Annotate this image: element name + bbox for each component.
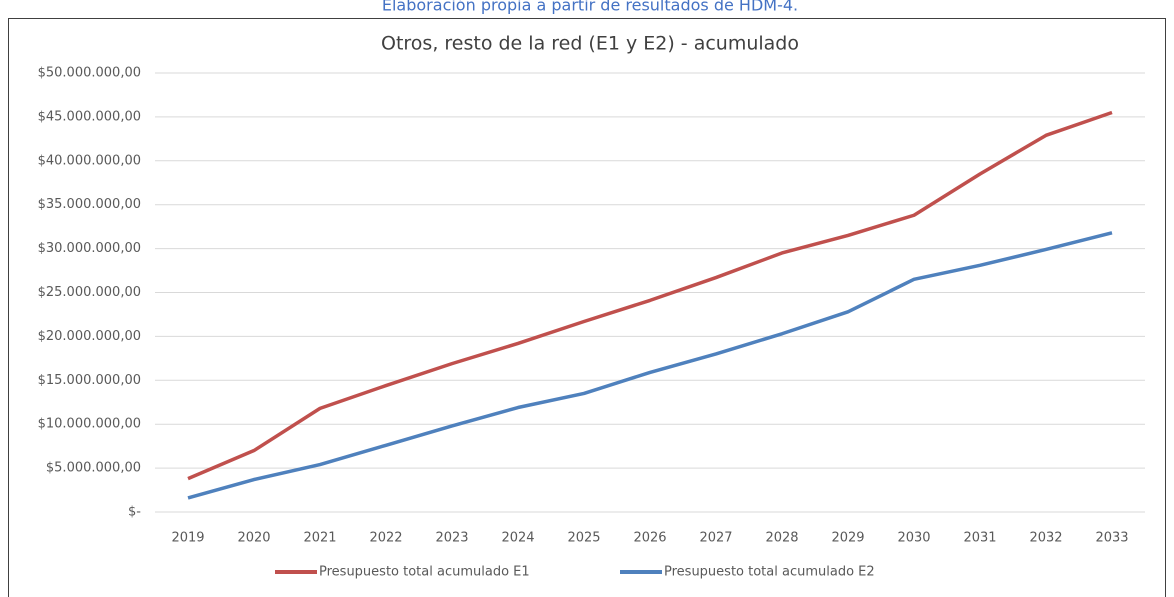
chart-title: Otros, resto de la red (E1 y E2) - acumu… <box>381 33 799 55</box>
x-tick-label: 2032 <box>1029 531 1062 546</box>
y-tick-label: $15.000.000,00 <box>38 373 141 388</box>
y-tick-label: $5.000.000,00 <box>46 461 141 476</box>
x-tick-label: 2031 <box>963 531 996 546</box>
x-tick-label: 2030 <box>897 531 930 546</box>
x-tick-label: 2025 <box>567 531 600 546</box>
x-tick-label: 2020 <box>237 531 270 546</box>
x-tick-label: 2021 <box>303 531 336 546</box>
y-tick-label: $35.000.000,00 <box>38 197 141 212</box>
y-tick-label: $20.000.000,00 <box>38 329 141 344</box>
legend-label: Presupuesto total acumulado E2 <box>664 565 875 580</box>
x-tick-label: 2019 <box>171 531 204 546</box>
x-tick-label: 2028 <box>765 531 798 546</box>
caption: Elaboración propia a partir de resultado… <box>382 0 798 15</box>
y-tick-label: $50.000.000,00 <box>38 66 141 81</box>
chart-frame <box>8 18 1166 597</box>
y-tick-label: $10.000.000,00 <box>38 417 141 432</box>
x-tick-label: 2029 <box>831 531 864 546</box>
y-tick-label: $40.000.000,00 <box>38 153 141 168</box>
x-tick-label: 2027 <box>699 531 732 546</box>
line-series <box>187 231 1113 500</box>
x-tick-label: 2023 <box>435 531 468 546</box>
x-tick-label: 2033 <box>1095 531 1128 546</box>
x-tick-label: 2024 <box>501 531 534 546</box>
y-tick-label: $45.000.000,00 <box>38 109 141 124</box>
y-tick-label: $- <box>128 505 141 520</box>
legend-label: Presupuesto total acumulado E1 <box>319 565 530 580</box>
x-tick-label: 2026 <box>633 531 666 546</box>
line-series <box>187 110 1113 481</box>
x-tick-label: 2022 <box>369 531 402 546</box>
y-tick-label: $25.000.000,00 <box>38 285 141 300</box>
y-tick-label: $30.000.000,00 <box>38 241 141 256</box>
